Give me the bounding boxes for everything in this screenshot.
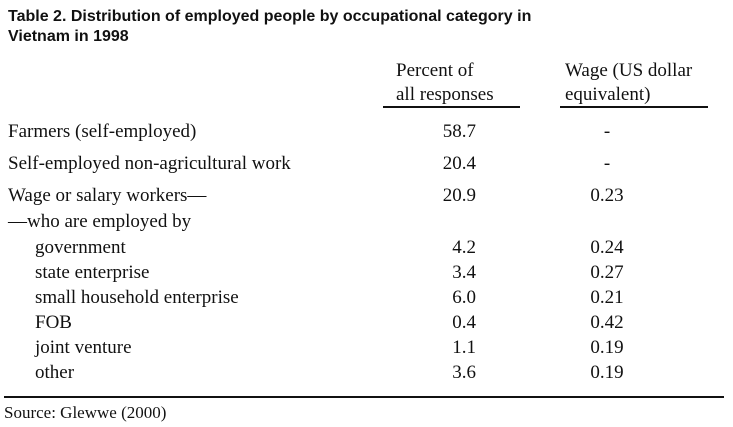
table-row: Self-employed non-agricultural work 20.4…	[0, 152, 733, 178]
table-title: Table 2. Distribution of employed people…	[8, 7, 688, 47]
table-bottom-rule	[4, 396, 724, 398]
row-wage: 0.19	[590, 362, 624, 383]
table-row: state enterprise 3.4 0.27	[0, 261, 733, 287]
row-percent: 58.7	[442, 121, 476, 142]
column-header-wage-line-2: equivalent)	[565, 84, 651, 105]
column-header-wage-line-1: Wage (US dollar	[565, 60, 693, 81]
table-row: joint venture 1.1 0.19	[0, 336, 733, 362]
table-row: Wage or salary workers— 20.9 0.23	[0, 184, 733, 210]
column-header-percent-rule	[383, 106, 520, 108]
row-percent: 4.2	[452, 237, 476, 258]
table-title-line-1: Table 2. Distribution of employed people…	[8, 8, 532, 25]
table-title-line-2: Vietnam in 1998	[8, 28, 129, 45]
row-label: government	[35, 237, 126, 258]
column-header-percent-line-2: all responses	[396, 84, 494, 105]
table-row: Farmers (self-employed) 58.7 -	[0, 120, 733, 146]
row-label: —who are employed by	[8, 211, 192, 232]
table-row: government 4.2 0.24	[0, 236, 733, 262]
column-header-percent: Percent of all responses	[396, 59, 494, 107]
column-header-wage: Wage (US dollar equivalent)	[565, 59, 692, 107]
row-percent: 3.4	[452, 262, 476, 283]
table-row: —who are employed by	[0, 210, 733, 236]
row-label: state enterprise	[35, 262, 150, 283]
row-label: Farmers (self-employed)	[8, 121, 197, 142]
row-wage: 0.21	[590, 287, 624, 308]
row-percent: 20.4	[442, 153, 476, 174]
row-wage: 0.42	[590, 312, 624, 333]
row-percent: 0.4	[452, 312, 476, 333]
row-label: joint venture	[35, 337, 132, 358]
row-wage: 0.19	[590, 337, 624, 358]
row-wage: -	[603, 153, 611, 174]
row-wage: 0.24	[590, 237, 624, 258]
table-row: other 3.6 0.19	[0, 361, 733, 387]
source-note: Source: Glewwe (2000)	[4, 403, 167, 422]
row-label: other	[35, 362, 75, 383]
row-percent: 20.9	[442, 185, 476, 206]
row-percent: 6.0	[452, 287, 476, 308]
row-label: Self-employed non-agricultural work	[8, 153, 291, 174]
row-percent: 3.6	[452, 362, 476, 383]
row-label: FOB	[35, 312, 72, 333]
column-header-percent-line-1: Percent of	[396, 60, 474, 81]
row-label: small household enterprise	[35, 287, 239, 308]
row-label: Wage or salary workers—	[8, 185, 207, 206]
row-wage: -	[603, 121, 611, 142]
table-row: small household enterprise 6.0 0.21	[0, 286, 733, 312]
row-wage: 0.27	[590, 262, 624, 283]
row-wage: 0.23	[590, 185, 624, 206]
column-header-wage-rule	[560, 106, 708, 108]
row-percent: 1.1	[452, 337, 476, 358]
table-row: FOB 0.4 0.42	[0, 311, 733, 337]
